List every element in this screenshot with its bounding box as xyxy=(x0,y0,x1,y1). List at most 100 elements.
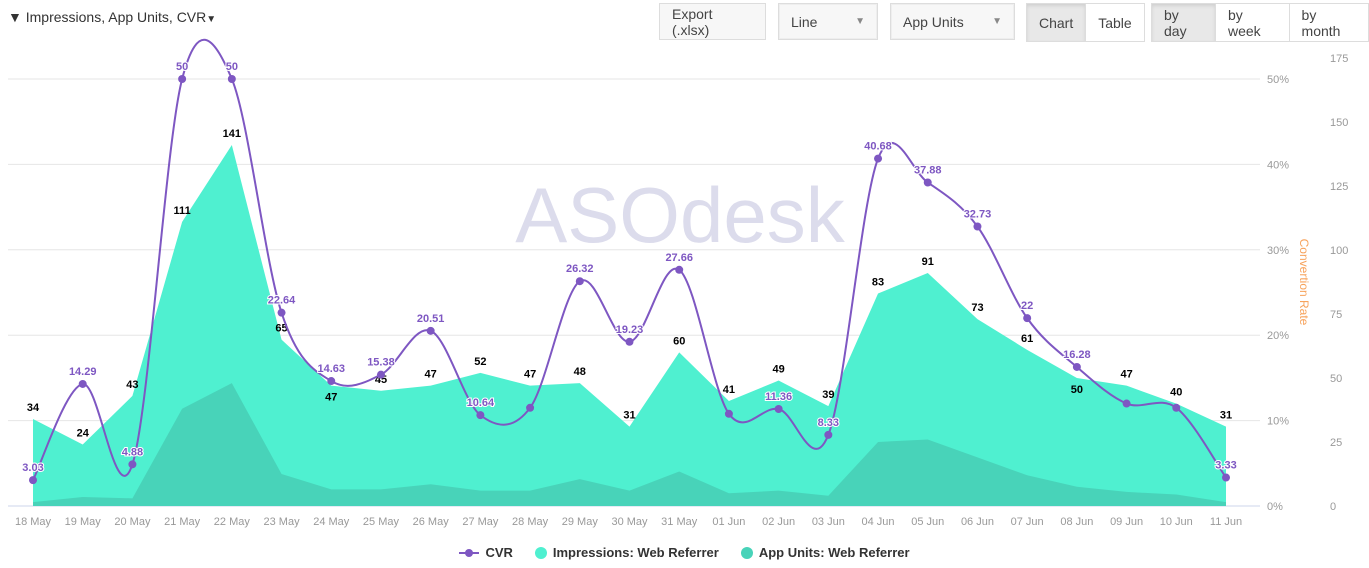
x-axis-tick: 22 May xyxy=(214,516,251,528)
data-label-impressions: 47 xyxy=(325,392,337,404)
data-label-cvr: 20.51 xyxy=(417,313,445,325)
chart-type-select[interactable]: Line ▼ xyxy=(778,3,878,40)
data-label-cvr: 40.68 xyxy=(864,141,892,153)
left-axis-tick: 40% xyxy=(1267,159,1289,171)
data-label-cvr: 15.38 xyxy=(367,357,395,369)
cvr-point xyxy=(973,222,982,231)
x-axis-tick: 04 Jun xyxy=(862,516,895,528)
right-axis-tick: 175 xyxy=(1330,53,1348,65)
table-view-button[interactable]: Table xyxy=(1086,4,1144,41)
data-label-impressions: 34 xyxy=(27,402,40,414)
right-axis-tick: 100 xyxy=(1330,245,1348,257)
view-toggle: Chart Table xyxy=(1026,3,1145,42)
area-app-units xyxy=(33,383,1226,506)
legend: CVR Impressions: Web Referrer App Units:… xyxy=(0,545,1369,560)
chart-type-value: Line xyxy=(791,13,818,30)
x-axis-tick: 11 Jun xyxy=(1210,516,1242,528)
x-axis-tick: 21 May xyxy=(164,516,201,528)
cvr-point xyxy=(575,277,584,286)
chart-view-button[interactable]: Chart xyxy=(1027,4,1087,41)
x-axis-tick: 05 Jun xyxy=(911,516,944,528)
right-axis-tick: 150 xyxy=(1330,117,1348,129)
cvr-point xyxy=(1172,403,1181,412)
filter-icon: ▼ xyxy=(8,9,22,25)
x-axis-tick: 23 May xyxy=(264,516,301,528)
data-label-cvr: 16.28 xyxy=(1063,349,1091,361)
cvr-point xyxy=(476,411,485,420)
data-label-cvr: 27.66 xyxy=(665,252,693,264)
metric-value: App Units xyxy=(903,13,964,30)
data-label-cvr: 50 xyxy=(226,61,238,73)
cvr-point xyxy=(774,404,783,413)
by-week-button[interactable]: by week xyxy=(1216,4,1290,41)
period-toggle: by day by week by month xyxy=(1151,3,1369,42)
x-axis-tick: 19 May xyxy=(65,516,102,528)
data-label-cvr: 4.88 xyxy=(122,446,143,458)
data-label-cvr: 22 xyxy=(1021,300,1033,312)
data-label-cvr: 32.73 xyxy=(964,208,992,220)
data-label-impressions: 24 xyxy=(77,428,90,440)
data-label-cvr: 14.63 xyxy=(317,363,345,375)
data-label-impressions: 83 xyxy=(872,277,884,289)
x-axis-tick: 01 Jun xyxy=(712,516,745,528)
left-axis-title: Convertion Rate xyxy=(1297,239,1311,326)
right-axis-tick: 125 xyxy=(1330,181,1348,193)
cvr-point xyxy=(128,460,137,469)
cvr-point xyxy=(824,430,833,439)
cvr-point xyxy=(178,75,187,83)
left-axis-tick: 0% xyxy=(1267,501,1283,513)
legend-label: App Units: Web Referrer xyxy=(758,545,910,560)
x-axis-tick: 09 Jun xyxy=(1110,516,1143,528)
metric-select[interactable]: App Units ▼ xyxy=(890,3,1015,40)
data-label-cvr: 8.33 xyxy=(818,417,839,429)
by-month-button[interactable]: by month xyxy=(1289,4,1368,41)
area-impressions xyxy=(33,145,1226,507)
legend-item-impressions[interactable]: Impressions: Web Referrer xyxy=(534,545,719,560)
export-button[interactable]: Export (.xlsx) xyxy=(659,3,766,40)
data-label-impressions: 73 xyxy=(971,302,983,314)
data-label-cvr: 3.03 xyxy=(22,462,43,474)
right-axis-tick: 25 xyxy=(1330,437,1342,449)
data-label-impressions: 31 xyxy=(1220,410,1232,422)
x-axis-tick: 10 Jun xyxy=(1160,516,1193,528)
left-axis-tick: 30% xyxy=(1267,245,1289,257)
cvr-point xyxy=(526,403,535,412)
data-label-cvr: 26.32 xyxy=(566,263,594,275)
left-axis-tick: 20% xyxy=(1267,330,1289,342)
legend-item-app-units[interactable]: App Units: Web Referrer xyxy=(740,545,910,560)
data-label-impressions: 39 xyxy=(822,389,834,401)
right-axis-tick: 50 xyxy=(1330,373,1342,385)
data-label-impressions: 49 xyxy=(773,364,785,376)
chevron-down-icon: ▼ xyxy=(992,16,1002,27)
data-label-cvr: 3.33 xyxy=(1215,460,1236,472)
caret-down-icon: ▼ xyxy=(206,14,217,25)
watermark-logo: ASOdesk xyxy=(515,171,845,259)
data-label-impressions: 47 xyxy=(1120,369,1132,381)
x-axis-tick: 31 May xyxy=(661,516,698,528)
data-label-impressions: 65 xyxy=(275,323,287,335)
x-axis-tick: 02 Jun xyxy=(762,516,795,528)
right-axis-tick: 0 xyxy=(1330,501,1336,513)
by-day-button[interactable]: by day xyxy=(1152,4,1216,41)
data-label-impressions: 60 xyxy=(673,335,685,347)
cvr-point xyxy=(327,377,336,386)
cvr-point xyxy=(78,379,87,388)
chevron-down-icon: ▼ xyxy=(855,16,865,27)
legend-item-cvr[interactable]: CVR xyxy=(459,545,513,560)
x-axis-tick: 29 May xyxy=(562,516,599,528)
x-axis-tick: 27 May xyxy=(462,516,499,528)
cvr-line xyxy=(32,38,1227,481)
cvr-point xyxy=(724,409,733,418)
data-label-impressions: 43 xyxy=(126,379,138,391)
x-axis-tick: 07 Jun xyxy=(1011,516,1044,528)
data-label-impressions: 31 xyxy=(623,410,635,422)
data-label-cvr: 50 xyxy=(176,61,188,73)
data-label-cvr: 22.64 xyxy=(268,295,296,307)
legend-label: CVR xyxy=(485,545,513,560)
filter-label: Impressions, App Units, CVR xyxy=(25,9,207,25)
cvr-point xyxy=(874,154,883,163)
data-label-impressions: 41 xyxy=(723,384,735,396)
cvr-point xyxy=(29,476,37,485)
metrics-filter-dropdown[interactable]: ▼ Impressions, App Units, CVR▼ xyxy=(8,9,216,25)
